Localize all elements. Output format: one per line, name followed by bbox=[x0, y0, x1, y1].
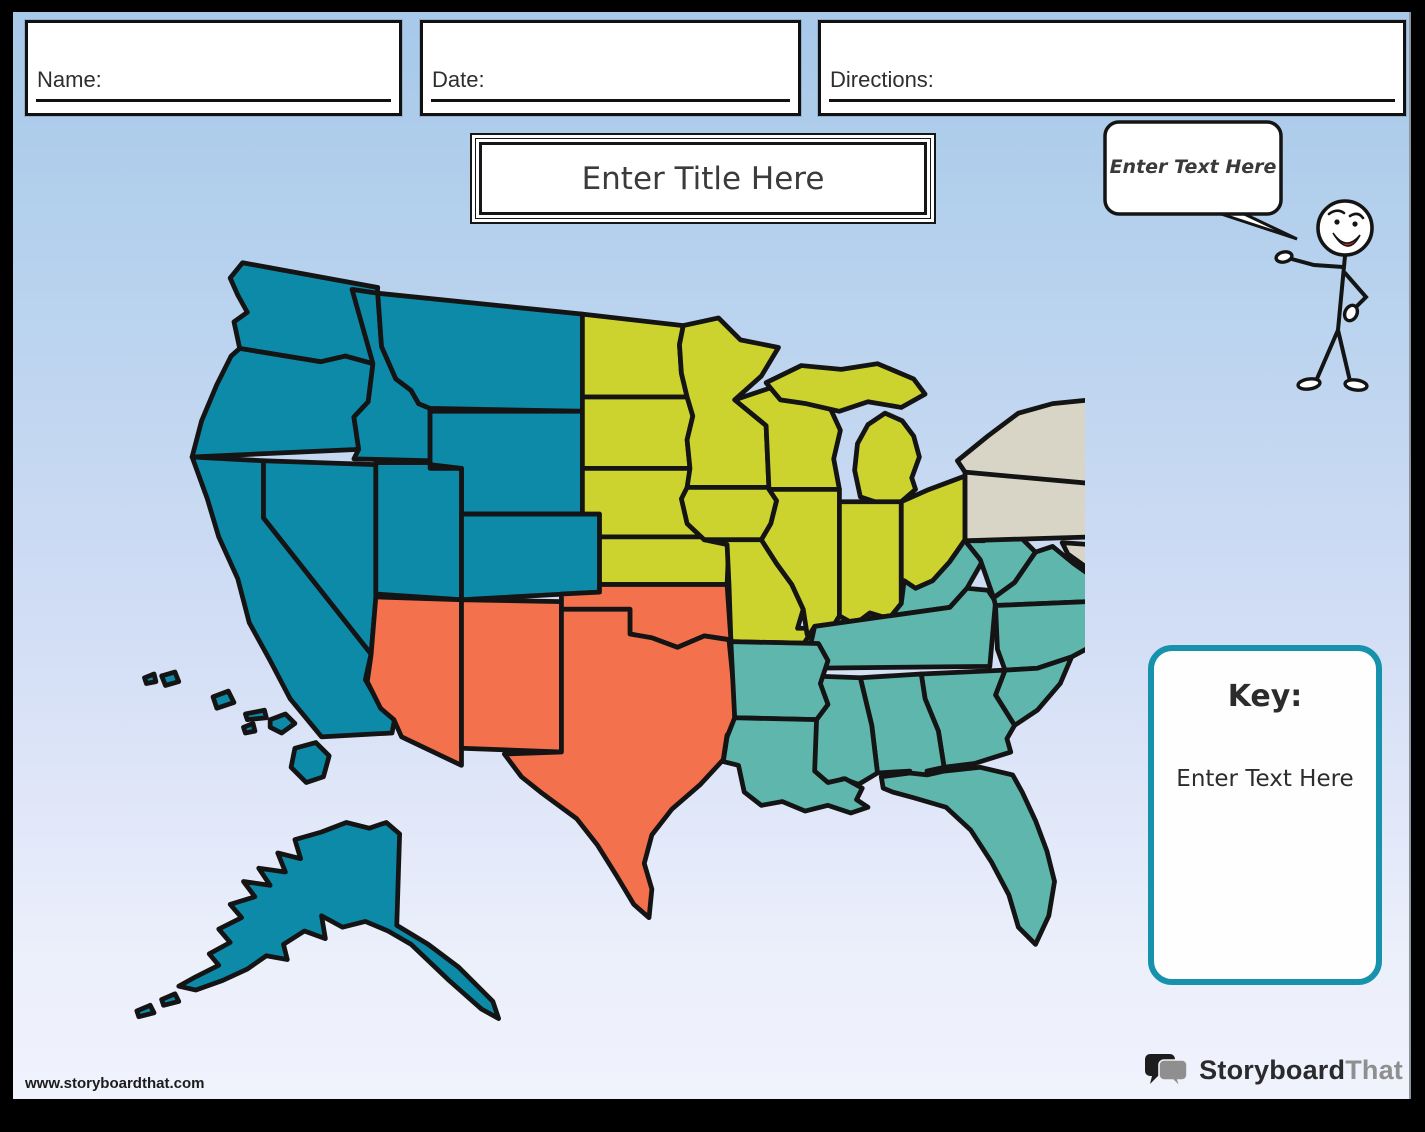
state-utah bbox=[373, 460, 464, 603]
state-oregon bbox=[189, 346, 376, 460]
us-regions-map bbox=[134, 260, 1085, 1021]
state-maryland bbox=[1059, 540, 1085, 570]
hawaii-molokai bbox=[243, 707, 269, 723]
state-kansas bbox=[597, 534, 732, 587]
logo-speech-bubbles-icon bbox=[1145, 1054, 1188, 1090]
state-louisiana bbox=[720, 715, 871, 816]
directions-underline bbox=[829, 99, 1395, 102]
state-colorado bbox=[459, 511, 602, 603]
state-arkansas bbox=[728, 639, 831, 723]
speech-bubble-text: Enter Text Here bbox=[1110, 156, 1277, 178]
state-florida bbox=[878, 764, 1057, 947]
page-border-shadow-edge bbox=[1409, 12, 1411, 1099]
state-north-dakota bbox=[580, 311, 690, 400]
title-box-inner-border: Enter Title Here bbox=[475, 138, 931, 219]
hawaii-maui bbox=[267, 711, 298, 736]
date-underline bbox=[431, 99, 790, 102]
page-title: Enter Title Here bbox=[581, 160, 825, 197]
state-indiana bbox=[837, 499, 904, 627]
state-texas bbox=[501, 606, 738, 921]
title-box-innermost-border: Enter Title Here bbox=[479, 142, 927, 215]
logo-text-secondary: That bbox=[1345, 1054, 1403, 1085]
state-south-dakota bbox=[580, 394, 696, 471]
speech-bubble[interactable]: Enter Text Here bbox=[1103, 120, 1298, 241]
character-with-speech-bubble[interactable]: Enter Text Here bbox=[1100, 115, 1400, 415]
name-label: Name: bbox=[37, 67, 102, 92]
hawaii-big-island bbox=[288, 740, 332, 785]
key-placeholder-text: Enter Text Here bbox=[1176, 766, 1354, 792]
title-box[interactable]: Enter Title Here bbox=[470, 133, 936, 224]
key-title: Key: bbox=[1227, 679, 1303, 714]
stick-figure-head bbox=[1316, 199, 1374, 257]
hawaii-niihau bbox=[142, 671, 159, 686]
state-alaska bbox=[176, 820, 501, 1021]
alaska-aleutian-island-2 bbox=[134, 1002, 157, 1020]
state-iowa bbox=[679, 485, 779, 543]
name-underline bbox=[36, 99, 391, 102]
logo-text-primary: Storyboard bbox=[1199, 1054, 1346, 1085]
hawaii-oahu bbox=[210, 688, 237, 711]
state-michigan-upper-peninsula bbox=[763, 361, 928, 414]
state-arizona bbox=[364, 594, 464, 768]
hawaii-kauai bbox=[159, 669, 182, 688]
hawaii-lanai bbox=[241, 721, 258, 736]
state-michigan bbox=[852, 410, 922, 506]
directions-field-box[interactable]: Directions: bbox=[818, 20, 1406, 116]
state-north-carolina bbox=[993, 599, 1085, 673]
date-label: Date: bbox=[432, 67, 485, 92]
storyboardthat-logo[interactable]: StoryboardThat bbox=[1144, 1050, 1403, 1090]
date-field-box[interactable]: Date: bbox=[420, 20, 801, 116]
name-field-box[interactable]: Name: bbox=[25, 20, 402, 116]
key-box[interactable]: Key: Enter Text Here bbox=[1148, 645, 1382, 985]
logo-text: StoryboardThat bbox=[1199, 1055, 1403, 1086]
state-new-mexico bbox=[459, 597, 564, 755]
stick-figure bbox=[1274, 199, 1374, 392]
alaska-aleutian-island-1 bbox=[159, 991, 182, 1008]
stick-figure-mouth bbox=[1332, 232, 1361, 247]
website-url: www.storyboardthat.com bbox=[25, 1075, 205, 1092]
directions-label: Directions: bbox=[830, 67, 934, 92]
state-new-york bbox=[955, 398, 1085, 486]
